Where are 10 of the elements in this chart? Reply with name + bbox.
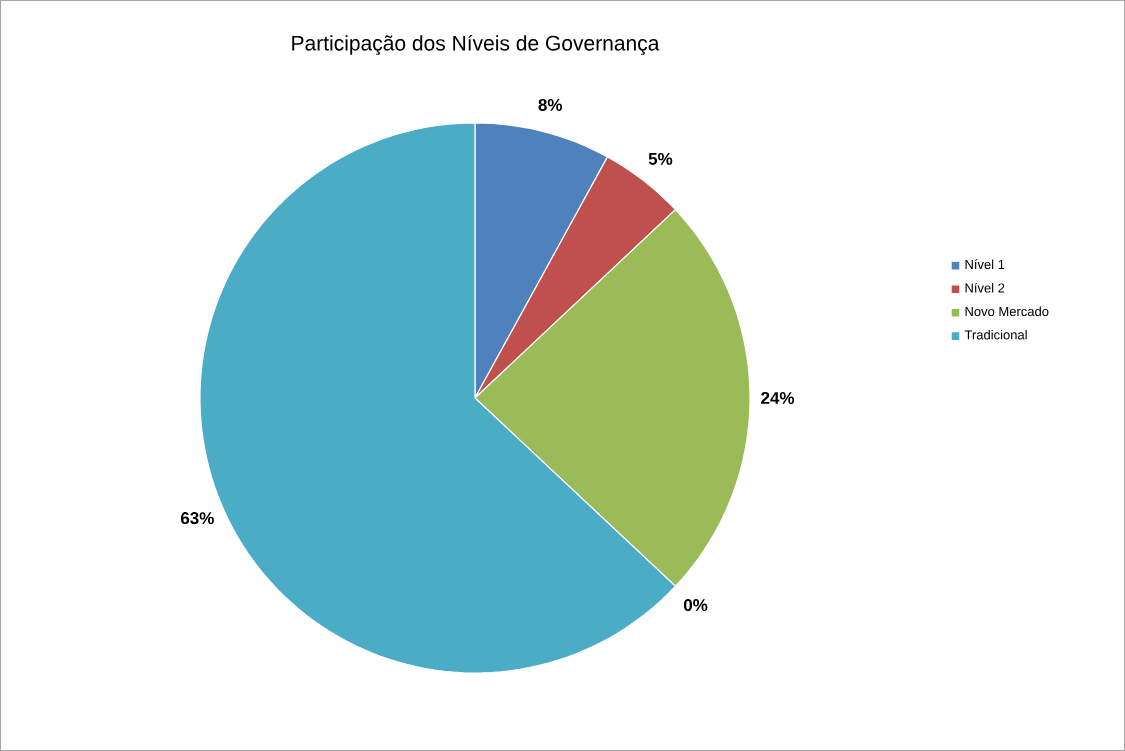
legend-label: Nível 2 [965,282,1005,293]
chart-title: Participação dos Níveis de Governança [292,34,660,55]
data-label: 8% [538,98,563,111]
legend-label: Novo Mercado [965,306,1049,317]
legend-label: Tradicional [964,329,1027,340]
data-label: 63% [180,512,214,525]
text: 0% [683,599,708,612]
data-label: 5% [648,152,673,165]
data-label: 24% [761,392,795,404]
legend-label: Nível 1 [965,259,1005,270]
